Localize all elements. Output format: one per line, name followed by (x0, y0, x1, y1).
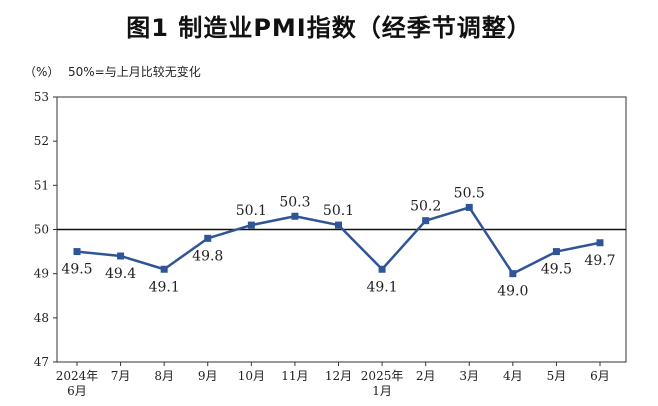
x-tick-label: 2月 (416, 369, 436, 383)
x-tick-label: 8月 (154, 369, 174, 383)
data-label: 50.3 (279, 194, 310, 210)
data-label: 50.5 (454, 185, 485, 201)
x-tick-label: 6月 (590, 369, 610, 383)
chart-title: 图1 制造业PMI指数（经季节调整） (126, 14, 532, 42)
y-tick-label: 50 (34, 223, 49, 237)
reference-note: 50%=与上月比较无变化 (68, 65, 201, 79)
data-point-marker (378, 265, 386, 273)
y-tick-label: 48 (34, 311, 49, 325)
data-point-marker (465, 203, 473, 211)
data-point-marker (509, 270, 517, 278)
data-point-marker (117, 252, 125, 260)
y-tick-label: 47 (34, 355, 49, 369)
data-label: 49.1 (149, 279, 180, 295)
x-tick-label: 12月 (325, 369, 352, 383)
y-tick-label: 51 (34, 178, 49, 192)
data-point-marker (596, 239, 604, 247)
x-tick-label: 2025年 1月 (361, 369, 404, 398)
data-label: 49.7 (584, 253, 615, 269)
y-axis-unit-label: （%） (24, 65, 60, 79)
data-label: 49.8 (192, 248, 223, 264)
data-label: 50.1 (236, 203, 267, 219)
x-tick-label: 10月 (238, 369, 265, 383)
data-point-marker (204, 234, 212, 242)
x-tick-label: 3月 (459, 369, 479, 383)
data-point-marker (422, 217, 430, 225)
data-point-marker (160, 265, 168, 273)
x-tick-label: 11月 (281, 369, 308, 383)
data-label: 50.1 (323, 203, 354, 219)
data-point-marker (73, 248, 81, 256)
x-tick-label: 4月 (503, 369, 523, 383)
x-tick-label: 2024年 6月 (56, 369, 99, 398)
data-point-marker (552, 248, 560, 256)
x-tick-label: 5月 (547, 369, 567, 383)
data-label: 49.4 (105, 266, 136, 282)
data-point-marker (247, 221, 255, 229)
x-tick-label: 7月 (111, 369, 131, 383)
x-tick-label: 9月 (198, 369, 218, 383)
y-tick-label: 49 (34, 267, 49, 281)
data-point-marker (291, 212, 299, 220)
data-label: 49.5 (541, 262, 572, 278)
data-point-marker (335, 221, 342, 229)
data-label: 50.2 (410, 199, 441, 215)
data-label: 49.0 (497, 284, 528, 300)
y-tick-label: 52 (34, 134, 49, 148)
y-tick-label: 53 (34, 90, 49, 104)
data-label: 49.1 (366, 279, 397, 295)
data-label: 49.5 (61, 262, 92, 278)
